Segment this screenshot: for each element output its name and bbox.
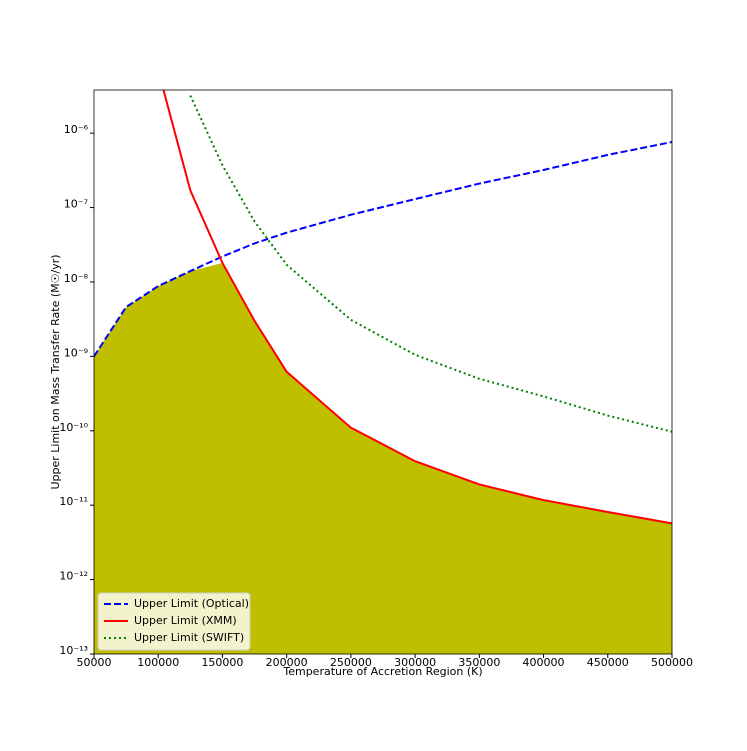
legend-label: Upper Limit (Optical) bbox=[134, 597, 249, 610]
x-tick-label: 300000 bbox=[394, 656, 436, 669]
y-axis-label: Upper Limit on Mass Transfer Rate (M☉/yr… bbox=[49, 254, 62, 489]
x-tick-label: 350000 bbox=[458, 656, 500, 669]
y-tick-label: 10⁻¹⁰ bbox=[59, 421, 88, 434]
legend-box bbox=[97, 592, 251, 651]
y-tick-label: 10⁻⁹ bbox=[64, 346, 88, 359]
x-tick-label: 250000 bbox=[330, 656, 372, 669]
legend-label: Upper Limit (XMM) bbox=[134, 614, 237, 627]
x-tick-label: 500000 bbox=[651, 656, 693, 669]
y-tick-label: 10⁻⁷ bbox=[64, 198, 88, 211]
x-tick-label: 100000 bbox=[137, 656, 179, 669]
x-axis-label: Temperature of Accretion Region (K) bbox=[282, 665, 482, 678]
series-line bbox=[189, 95, 672, 433]
x-tick-label: 150000 bbox=[201, 656, 243, 669]
y-tick-label: 10⁻¹³ bbox=[59, 644, 88, 657]
y-tick-label: 10⁻¹¹ bbox=[59, 495, 88, 508]
y-tick-label: 10⁻¹² bbox=[59, 570, 88, 583]
y-tick-label: 10⁻⁸ bbox=[64, 272, 89, 285]
fill-region bbox=[94, 262, 672, 654]
plot-frame bbox=[93, 89, 673, 655]
x-tick-label: 450000 bbox=[587, 656, 629, 669]
y-tick-label: 10⁻⁶ bbox=[64, 123, 89, 136]
legend-label: Upper Limit (SWIFT) bbox=[134, 631, 244, 644]
series-line bbox=[94, 141, 672, 357]
x-tick-label: 50000 bbox=[77, 656, 112, 669]
plot-area bbox=[94, 90, 672, 654]
series-line bbox=[162, 90, 672, 525]
x-tick-label: 200000 bbox=[266, 656, 308, 669]
x-tick-label: 400000 bbox=[523, 656, 565, 669]
